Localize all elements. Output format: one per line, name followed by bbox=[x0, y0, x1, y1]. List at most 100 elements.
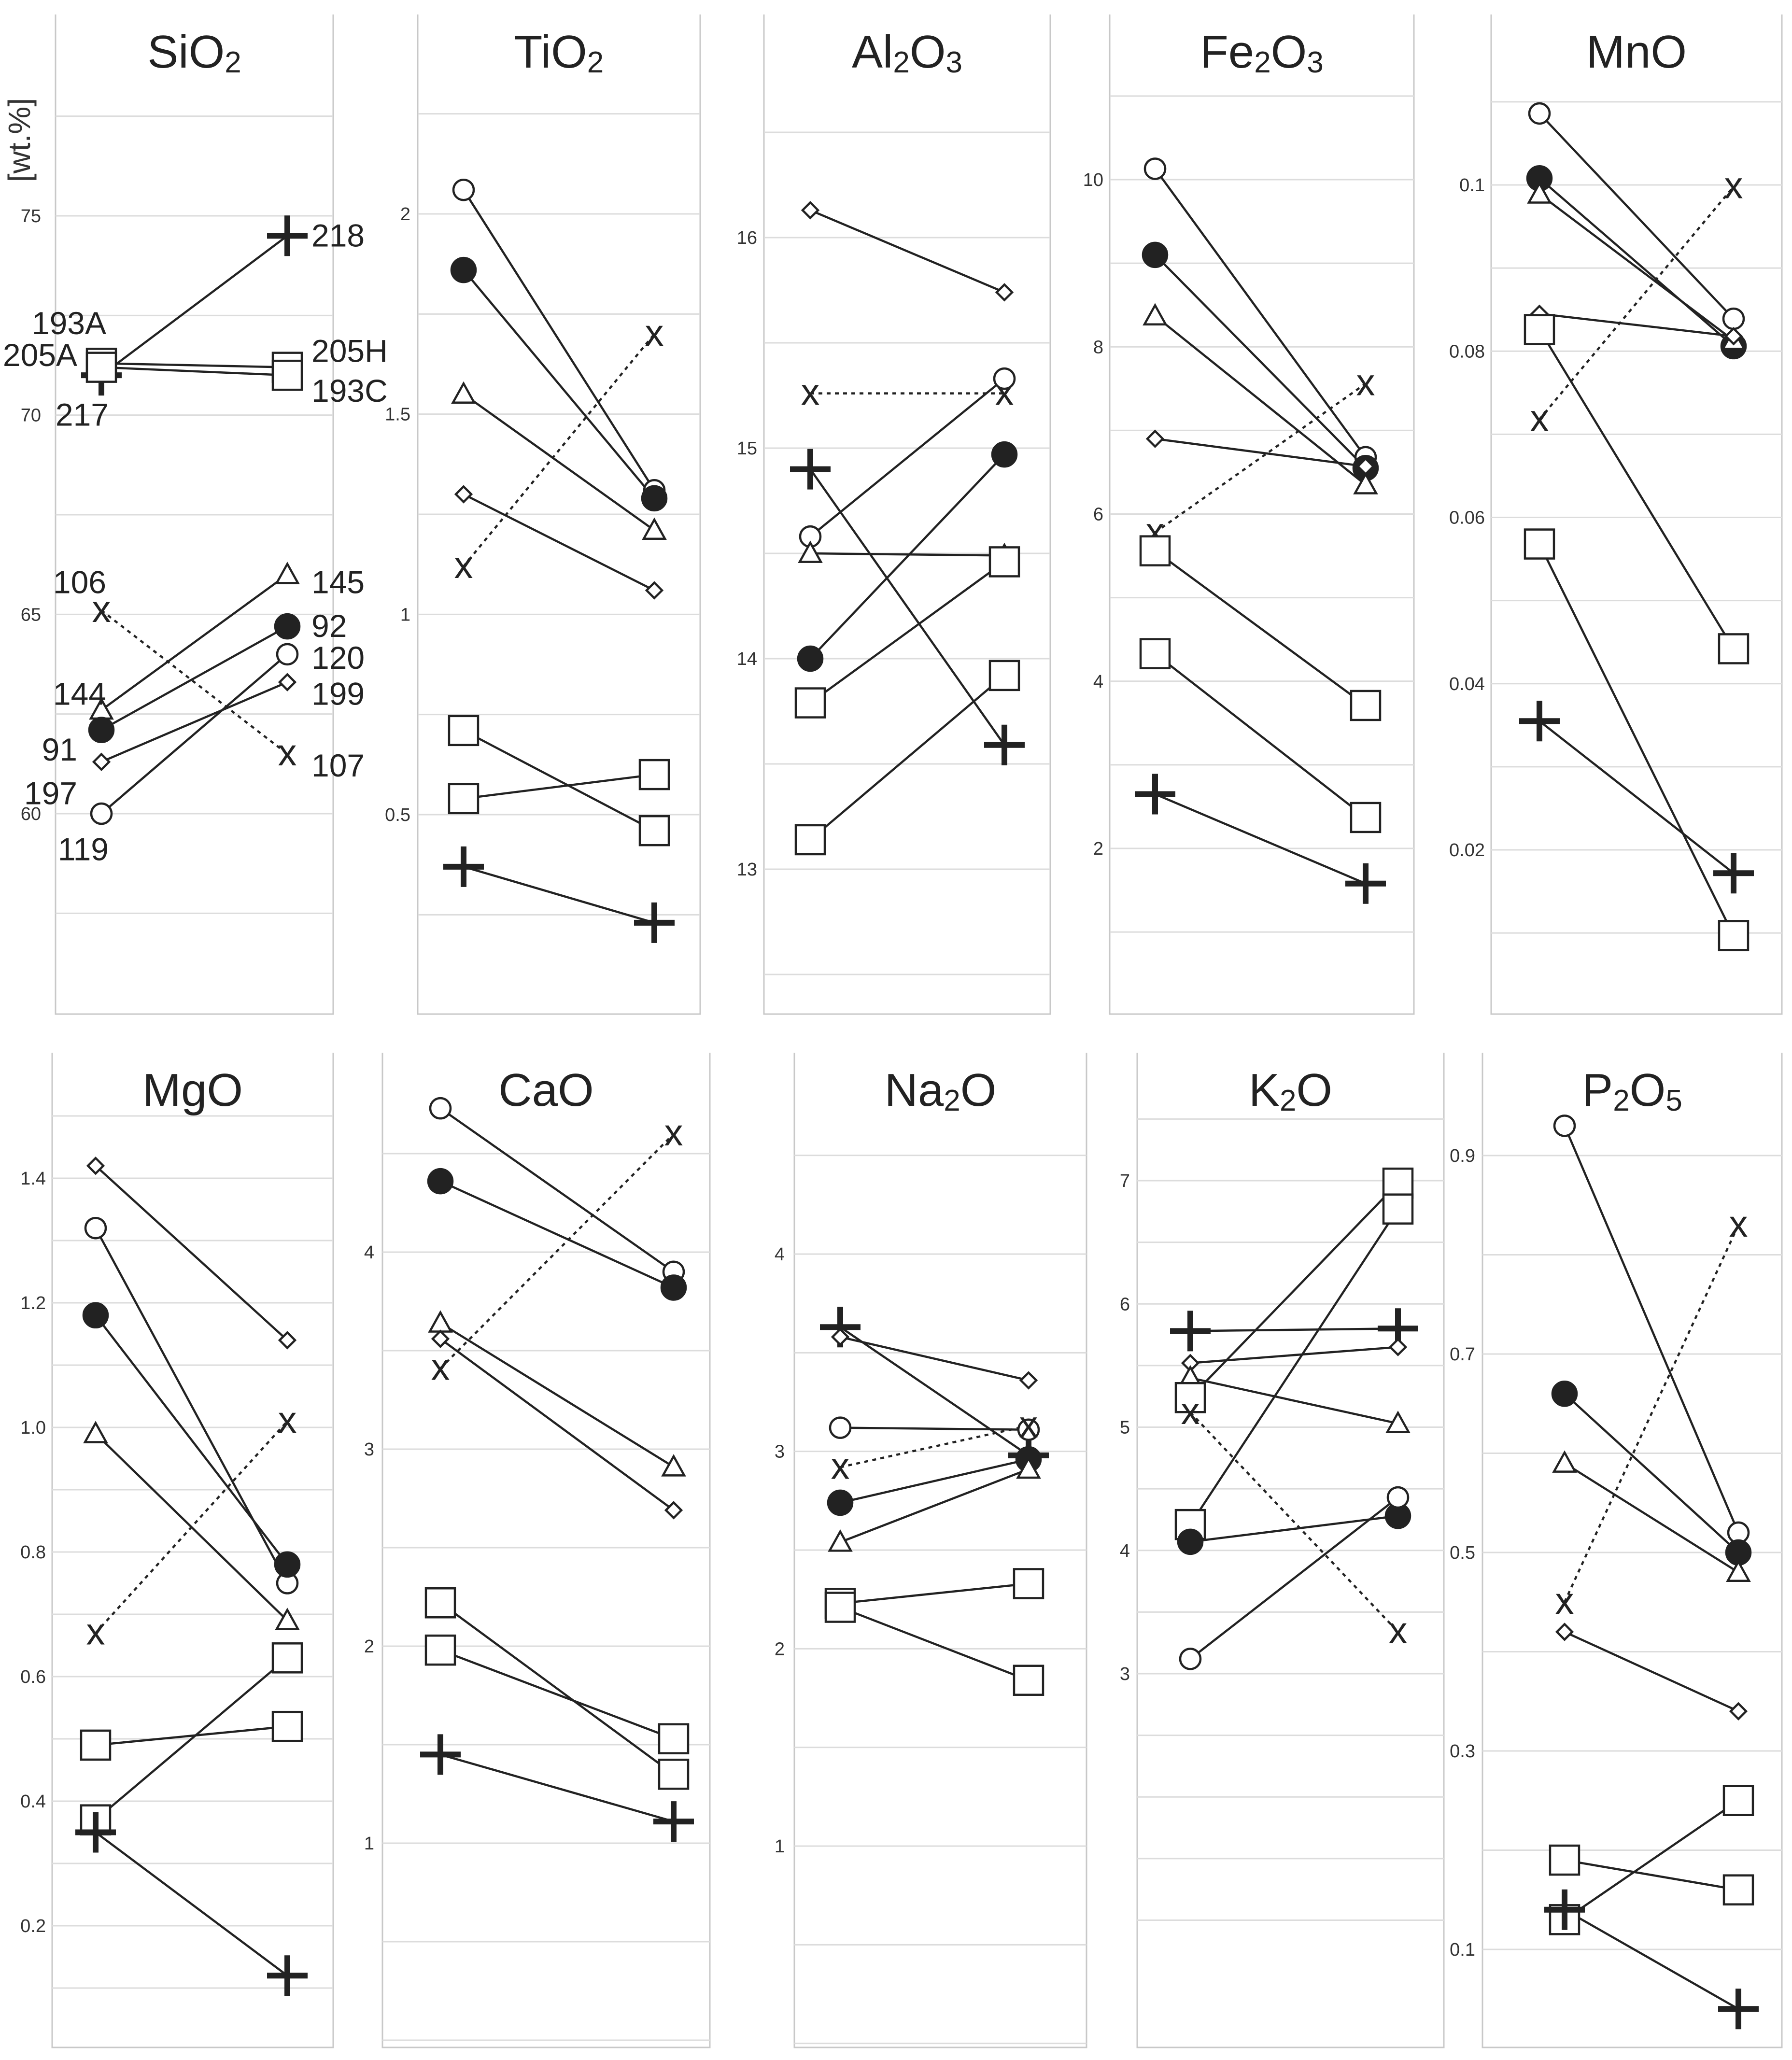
end-filled-circle-marker bbox=[274, 1551, 301, 1578]
series-line bbox=[1154, 315, 1367, 486]
end-square-marker bbox=[271, 1642, 303, 1674]
series-line bbox=[1189, 1411, 1399, 1633]
series-line bbox=[440, 1649, 674, 1740]
series-line bbox=[1563, 1125, 1740, 1533]
series-line bbox=[1564, 1859, 1739, 1891]
y-tick-label: 0.9 bbox=[1450, 1146, 1475, 1166]
start-x-marker: x bbox=[431, 1346, 450, 1388]
series-line bbox=[840, 1458, 1029, 1504]
start-square-marker bbox=[448, 783, 480, 815]
y-tick-label: 60 bbox=[21, 804, 41, 824]
end-triangle-marker bbox=[1726, 1559, 1751, 1582]
title-subscript: 2 bbox=[1280, 1084, 1296, 1117]
start-circle-marker bbox=[429, 1097, 452, 1120]
series-line bbox=[463, 189, 655, 491]
end-cross-marker bbox=[634, 902, 675, 943]
start-cross-marker bbox=[420, 1734, 461, 1775]
start-square-marker bbox=[1524, 314, 1555, 345]
start-diamond-marker bbox=[92, 752, 111, 771]
y-tick-label: 0.1 bbox=[1459, 175, 1485, 196]
end-triangle-marker bbox=[1385, 1411, 1411, 1433]
y-tick-label: 4 bbox=[1093, 672, 1103, 692]
y-tick-label: 0.5 bbox=[1450, 1543, 1475, 1563]
sample-label: 107 bbox=[311, 748, 365, 783]
title-text: O bbox=[1271, 26, 1307, 78]
series-line bbox=[100, 625, 288, 731]
sample-label: 193A bbox=[32, 305, 106, 341]
series-line bbox=[95, 1657, 288, 1821]
y-tick-label: 2 bbox=[400, 204, 410, 225]
sample-label: 144 bbox=[53, 676, 106, 711]
series-line bbox=[439, 1338, 675, 1511]
y-tick-label: 1.4 bbox=[20, 1169, 46, 1189]
series-line bbox=[1155, 437, 1366, 468]
series-line bbox=[1190, 1327, 1398, 1332]
end-cross-marker bbox=[267, 1955, 308, 1996]
start-circle-marker bbox=[452, 178, 475, 201]
y-axis-unit-label: [wt.%] bbox=[2, 98, 37, 182]
series-line bbox=[439, 1322, 675, 1468]
end-square-marker bbox=[1382, 1167, 1414, 1199]
y-tick-label: 1.5 bbox=[385, 405, 410, 425]
end-circle-marker bbox=[276, 643, 299, 666]
title-subscript: 3 bbox=[1307, 46, 1323, 79]
y-tick-label: 10 bbox=[1083, 170, 1103, 190]
y-tick-label: 0.7 bbox=[1450, 1344, 1475, 1365]
y-tick-label: 13 bbox=[737, 860, 757, 880]
start-cross-marker bbox=[1170, 1311, 1211, 1352]
title-text: MnO bbox=[1586, 26, 1687, 78]
y-tick-label: 2 bbox=[775, 1639, 785, 1659]
y-tick-label: 0.5 bbox=[385, 805, 410, 825]
end-triangle-marker bbox=[1016, 1456, 1041, 1479]
panel-title: MgO bbox=[142, 1064, 243, 1116]
series-line bbox=[95, 1165, 288, 1341]
y-tick-label: 0.1 bbox=[1450, 1940, 1475, 1960]
series-line bbox=[840, 1468, 1029, 1543]
title-subscript: 3 bbox=[946, 46, 962, 79]
panel-title: Fe2O3 bbox=[1200, 26, 1324, 79]
end-square-marker bbox=[638, 759, 670, 790]
series-line bbox=[1189, 1208, 1399, 1525]
start-triangle-marker bbox=[828, 1529, 853, 1552]
panel-mno: 0.02 0.04 0.06 0.08 0.1 MnO x x bbox=[1449, 14, 1783, 1015]
sample-label: 205H bbox=[311, 333, 388, 369]
start-filled-circle-marker bbox=[1142, 241, 1169, 268]
start-square-marker bbox=[1174, 1382, 1206, 1413]
title-text: TiO bbox=[514, 26, 587, 78]
end-square-marker bbox=[1013, 1568, 1044, 1599]
start-square-marker bbox=[1524, 528, 1555, 560]
start-circle-marker bbox=[1553, 1115, 1576, 1137]
start-diamond-marker bbox=[86, 1157, 105, 1175]
start-x-marker: x bbox=[831, 1444, 850, 1487]
panel-frame bbox=[1482, 1053, 1783, 2048]
start-circle-marker bbox=[1179, 1648, 1202, 1670]
start-square-marker bbox=[448, 715, 480, 747]
series-line bbox=[463, 729, 655, 832]
start-x-marker: x bbox=[454, 544, 473, 586]
y-tick-label: 65 bbox=[21, 605, 41, 625]
end-x-marker: x bbox=[1389, 1609, 1408, 1651]
start-x-marker: x bbox=[86, 1610, 105, 1653]
y-tick-label: 1 bbox=[364, 1834, 374, 1854]
start-square-marker bbox=[424, 1634, 456, 1666]
title-subscript: 2 bbox=[1613, 1084, 1629, 1117]
end-diamond-marker bbox=[278, 1331, 297, 1350]
series-line bbox=[1154, 382, 1367, 534]
series-line bbox=[439, 1602, 675, 1776]
end-square-marker bbox=[1722, 1785, 1754, 1816]
y-tick-label: 70 bbox=[21, 406, 41, 426]
series-line bbox=[1154, 254, 1367, 469]
series-line bbox=[101, 366, 288, 377]
end-square-marker bbox=[638, 815, 670, 847]
start-circle-marker bbox=[1528, 102, 1551, 125]
end-filled-circle-marker bbox=[660, 1274, 687, 1301]
series-line bbox=[101, 681, 288, 763]
start-square-marker bbox=[85, 352, 117, 383]
series-line bbox=[100, 573, 288, 711]
end-x-marker: x bbox=[1729, 1202, 1748, 1245]
start-diamond-marker bbox=[454, 485, 473, 504]
